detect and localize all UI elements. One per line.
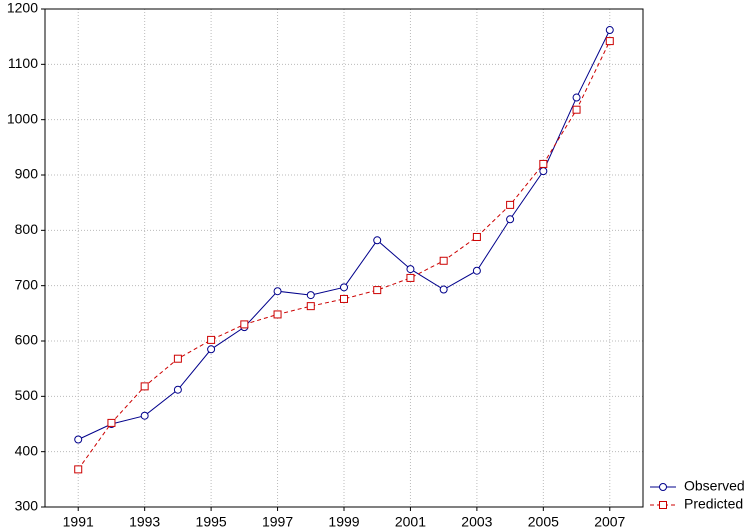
marker: [373, 236, 382, 245]
marker: [273, 310, 282, 319]
marker: [273, 287, 282, 296]
x-tick-label: 2003: [461, 514, 492, 530]
y-tick-label: 1100: [8, 55, 38, 71]
series-line: [77, 40, 611, 470]
marker: [472, 232, 481, 241]
marker: [572, 93, 581, 102]
marker: [306, 291, 315, 300]
marker: [572, 105, 581, 114]
marker: [506, 200, 515, 209]
marker: [74, 465, 83, 474]
marker: [340, 283, 348, 292]
x-tick-label: 1999: [328, 514, 359, 530]
marker: [107, 418, 116, 427]
marker: [207, 345, 216, 354]
x-tick-label: 2001: [395, 514, 426, 530]
y-tick-label: 600: [15, 332, 39, 348]
legend-label: Predicted: [684, 496, 743, 512]
y-tick-label: 900: [15, 166, 39, 182]
legend-marker: [659, 483, 667, 491]
marker: [207, 335, 216, 344]
marker: [439, 256, 448, 265]
marker: [306, 302, 315, 311]
marker: [240, 320, 249, 329]
y-tick-label: 800: [15, 221, 39, 237]
marker: [74, 435, 83, 444]
y-tick-label: 1200: [7, 0, 38, 16]
x-tick-label: 1995: [196, 514, 227, 530]
legend-marker: [659, 501, 667, 509]
marker: [605, 26, 614, 35]
x-tick-label: 1991: [63, 514, 94, 530]
marker: [439, 285, 448, 294]
marker: [173, 354, 182, 363]
marker: [373, 286, 382, 295]
marker: [506, 215, 515, 224]
x-tick-label: 1997: [262, 514, 293, 530]
legend-label: Observed: [684, 478, 745, 494]
plot-frame: [44, 8, 644, 508]
y-tick-label: 1000: [7, 110, 38, 126]
marker: [406, 265, 415, 274]
marker: [140, 411, 149, 420]
marker: [605, 37, 614, 46]
x-tick-label: 2007: [594, 514, 625, 530]
x-tick-label: 2005: [528, 514, 559, 530]
marker: [406, 273, 415, 282]
marker: [539, 159, 548, 168]
x-tick-label: 1993: [129, 514, 160, 530]
y-tick-label: 500: [15, 387, 39, 403]
marker: [472, 266, 481, 275]
marker: [173, 385, 182, 394]
y-tick-label: 300: [15, 498, 39, 514]
y-tick-label: 700: [15, 276, 39, 292]
marker: [539, 167, 548, 176]
y-tick-label: 400: [15, 442, 39, 458]
marker: [140, 382, 149, 391]
marker: [340, 294, 348, 303]
